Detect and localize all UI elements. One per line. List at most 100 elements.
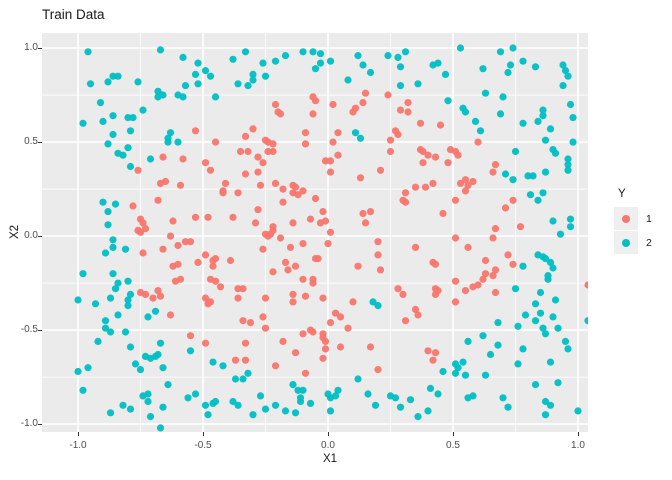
data-point [144, 397, 152, 406]
data-point [406, 396, 415, 404]
data-point [469, 392, 477, 400]
data-point [451, 369, 460, 377]
data-point [109, 270, 117, 278]
data-point [314, 255, 322, 263]
data-point [461, 108, 470, 116]
data-point [154, 93, 162, 101]
data-point [261, 72, 270, 80]
data-point [444, 97, 452, 105]
data-point [206, 298, 215, 306]
data-point [86, 80, 95, 88]
data-point [259, 245, 267, 253]
data-point [519, 119, 527, 127]
data-point [106, 409, 115, 417]
data-point [514, 360, 522, 368]
data-point [311, 65, 320, 73]
data-point [511, 147, 520, 156]
data-point [494, 319, 502, 327]
data-point [561, 67, 570, 75]
data-point [359, 209, 367, 218]
data-point [559, 82, 567, 90]
data-point [434, 59, 442, 67]
legend-item-label: 2 [646, 237, 652, 249]
data-point [401, 48, 410, 56]
data-point [309, 328, 317, 336]
data-point [506, 61, 515, 69]
data-point [574, 407, 582, 415]
data-point [114, 311, 122, 319]
data-point [494, 341, 502, 349]
x-tick-label: -1.0 [69, 440, 87, 451]
data-point [464, 337, 472, 345]
data-point [489, 168, 497, 176]
data-point [119, 151, 127, 159]
data-point [276, 234, 285, 242]
data-point [326, 407, 335, 415]
data-point [329, 138, 337, 146]
data-point [404, 108, 412, 116]
data-point [359, 99, 367, 107]
data-point [194, 258, 202, 266]
x-tick-mark [327, 432, 329, 436]
data-point [564, 72, 572, 80]
data-point [299, 240, 307, 248]
data-point [186, 347, 195, 355]
data-point [546, 401, 555, 409]
data-point [551, 296, 560, 304]
data-point [294, 386, 302, 394]
data-point [191, 390, 200, 398]
data-point [206, 72, 215, 80]
data-point [231, 375, 240, 383]
data-point [459, 358, 467, 366]
data-point [331, 392, 340, 400]
data-point [234, 294, 242, 302]
data-point [439, 367, 447, 376]
data-point [509, 44, 517, 52]
data-point [351, 104, 360, 112]
y-tick-mark [38, 423, 42, 425]
data-point [146, 413, 155, 421]
data-point [509, 176, 517, 184]
data-point [79, 386, 87, 394]
data-point [109, 72, 117, 80]
data-point [486, 350, 495, 359]
data-point [356, 134, 365, 142]
data-point [156, 46, 165, 54]
data-point [396, 63, 405, 71]
data-point [234, 401, 242, 409]
data-point [474, 281, 482, 289]
data-point [319, 208, 327, 216]
data-point [504, 251, 512, 259]
data-point [126, 290, 135, 298]
data-point [396, 82, 405, 90]
data-point [441, 70, 450, 78]
data-point [556, 230, 565, 238]
data-point [201, 67, 210, 75]
data-point [564, 166, 572, 174]
data-point [366, 208, 375, 216]
data-point [451, 234, 460, 242]
data-point [269, 147, 277, 156]
data-point [561, 337, 570, 345]
data-point [374, 238, 382, 246]
data-point [229, 213, 237, 221]
data-point [271, 401, 280, 409]
data-point [551, 149, 560, 157]
data-point [104, 221, 112, 229]
data-point [204, 213, 212, 221]
data-point [134, 166, 142, 174]
data-point [271, 100, 280, 109]
data-point [531, 317, 540, 325]
data-point [309, 110, 317, 118]
data-point [396, 403, 405, 411]
data-point [541, 136, 550, 144]
data-point [144, 313, 152, 321]
data-point [281, 407, 290, 415]
data-point [74, 296, 82, 304]
data-point [499, 394, 507, 402]
data-point [244, 147, 252, 156]
data-point [481, 371, 490, 379]
legend-item-label: 1 [646, 213, 652, 225]
data-point [416, 119, 425, 127]
data-point [244, 369, 252, 377]
